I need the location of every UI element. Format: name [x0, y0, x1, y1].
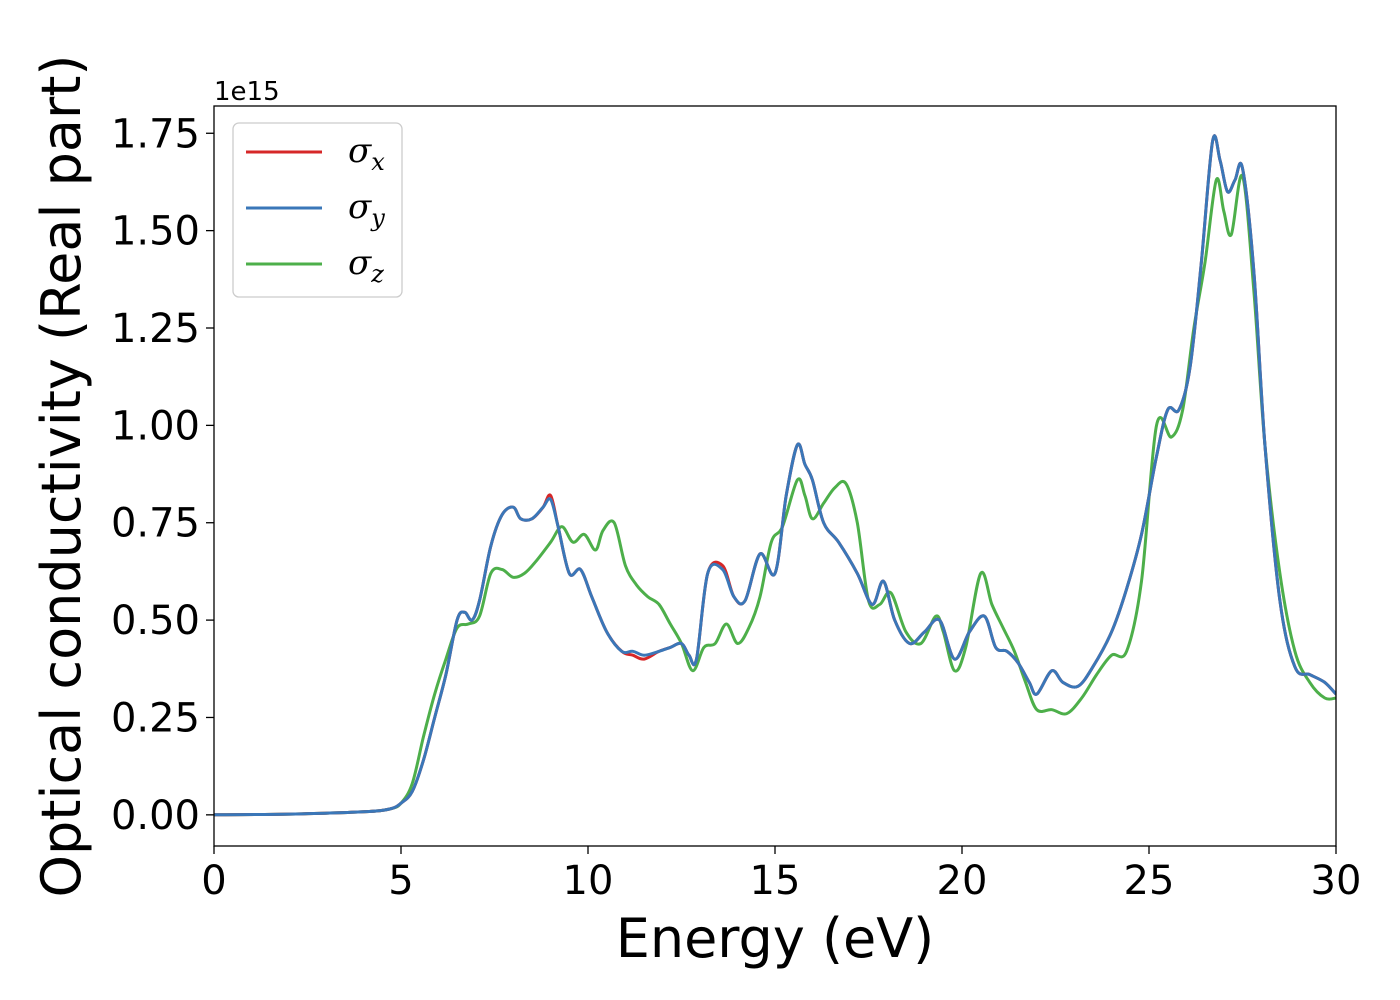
legend: σx σy σz	[232, 122, 403, 298]
x-tick-label: 5	[388, 858, 413, 904]
y-axis-label: Optical conductivity (Real part)	[30, 55, 93, 898]
legend-label-y: σy	[348, 187, 385, 232]
y-tick-label: 0.75	[111, 501, 200, 547]
x-tick-label: 0	[201, 858, 226, 904]
y-axis: 0.00 0.25 0.50 0.75 1.00 1.25 1.50 1.75	[111, 111, 214, 839]
legend-box	[232, 122, 403, 298]
x-axis-label: Energy (eV)	[616, 907, 935, 970]
x-tick-label: 10	[563, 858, 614, 904]
y-tick-label: 0.00	[111, 793, 200, 839]
x-tick-label: 15	[750, 858, 801, 904]
y-tick-label: 1.25	[111, 306, 200, 352]
legend-label-z: σz	[348, 243, 384, 288]
y-tick-label: 0.25	[111, 695, 200, 741]
legend-label-x: σx	[348, 131, 385, 176]
series-line-y	[214, 134, 1336, 817]
x-tick-label: 25	[1124, 858, 1175, 904]
x-tick-label: 30	[1311, 858, 1362, 904]
y-tick-label: 1.00	[111, 403, 200, 449]
y-tick-label: 1.75	[111, 111, 200, 157]
y-tick-label: 0.50	[111, 598, 200, 644]
y-offset-label: 1e15	[214, 77, 280, 107]
x-axis: 0 5 10 15 20 25 30	[201, 846, 1361, 904]
series-layer	[214, 134, 1336, 817]
y-tick-label: 1.50	[111, 209, 200, 255]
x-tick-label: 20	[937, 858, 988, 904]
